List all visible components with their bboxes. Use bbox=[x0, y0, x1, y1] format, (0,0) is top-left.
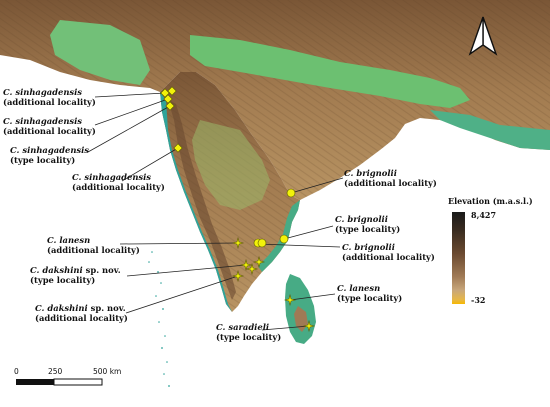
scale-label-500: 500 km bbox=[93, 367, 121, 376]
label-species: C. dakshini bbox=[35, 303, 88, 313]
label-brig-add-1: C. brignolii (additional locality) bbox=[344, 168, 437, 188]
marker-sinh-add-1-diamond-icon bbox=[160, 88, 170, 98]
label-species: C. brignolii bbox=[342, 242, 395, 252]
locality-markers bbox=[160, 86, 316, 333]
locality-labels: C. sinhagadensis (additional locality)C. … bbox=[3, 87, 437, 342]
label-species: C. lanesn bbox=[337, 283, 380, 293]
label-sinh-type: C. sinhagadensis (type locality) bbox=[10, 145, 89, 165]
leader-lines bbox=[87, 92, 344, 331]
label-note: (type locality) bbox=[335, 224, 400, 234]
marker-extra-0-diamond-icon bbox=[167, 86, 177, 96]
marker-extra-3-circle-icon bbox=[257, 238, 267, 248]
scale-bar: 0 250 500 km bbox=[14, 367, 121, 386]
label-species: C. dakshini bbox=[30, 265, 83, 275]
label-brig-add-2: C. brignolii (additional locality) bbox=[342, 242, 435, 262]
legend-min-value: -32 bbox=[471, 295, 485, 305]
legend-title: Elevation (m.a.s.l.) bbox=[448, 196, 533, 206]
marker-dak-type-star-icon bbox=[239, 258, 253, 272]
marker-brig-type-circle-icon bbox=[279, 234, 289, 244]
northeast-plain bbox=[430, 110, 550, 150]
label-note: (additional locality) bbox=[47, 245, 140, 255]
deccan-green bbox=[192, 120, 270, 210]
label-species: C. sinhagadensis bbox=[3, 116, 82, 126]
scale-label-0: 0 bbox=[14, 367, 19, 376]
label-note: (additional locality) bbox=[3, 97, 96, 107]
scale-segment-1 bbox=[16, 379, 54, 385]
label-species: C. sinhagadensis bbox=[10, 145, 89, 155]
label-note: (additional locality) bbox=[72, 182, 165, 192]
east-coast-lowland bbox=[258, 200, 300, 272]
label-note: (additional locality) bbox=[3, 126, 96, 136]
marker-sinh-add-3-diamond-icon bbox=[173, 143, 183, 153]
marker-sara-type-star-icon bbox=[302, 319, 316, 333]
elevation-legend: Elevation (m.a.s.l.) 8,427 -32 bbox=[446, 193, 550, 316]
marker-brig-add-1-circle-icon bbox=[286, 188, 296, 198]
label-note: (type locality) bbox=[10, 155, 75, 165]
indus-plain bbox=[50, 20, 150, 85]
label-dak-add: C. dakshini sp. nov. (additional locality… bbox=[35, 303, 128, 323]
label-brig-type: C. brignolii (type locality) bbox=[335, 214, 400, 234]
label-species: C. brignolii bbox=[335, 214, 388, 224]
marker-extra-2-star-icon bbox=[245, 262, 259, 276]
label-species: C. saradieli bbox=[216, 322, 269, 332]
label-lanesn-type: C. lanesn (type locality) bbox=[337, 283, 402, 303]
sri-lanka-highland bbox=[294, 306, 308, 332]
label-species: C. lanesn bbox=[47, 235, 90, 245]
label-note: (additional locality) bbox=[342, 252, 435, 262]
label-sara-type: C. saradieli (type locality) bbox=[216, 322, 281, 342]
label-lanesn-add: C. lanesn (additional locality) bbox=[47, 235, 140, 255]
lakshadweep-islands bbox=[148, 251, 170, 387]
label-sinh-add-2: C. sinhagadensis (additional locality) bbox=[3, 116, 96, 136]
north-arrow-icon bbox=[468, 16, 498, 56]
scale-segment-2 bbox=[53, 378, 103, 386]
label-species: C. brignolii bbox=[344, 168, 397, 178]
scale-label-250: 250 bbox=[48, 367, 63, 376]
label-note: (additional locality) bbox=[35, 313, 128, 323]
label-sinh-add-1: C. sinhagadensis (additional locality) bbox=[3, 87, 96, 107]
label-dak-type: C. dakshini sp. nov. (type locality) bbox=[30, 265, 121, 285]
legend-max-value: 8,427 bbox=[471, 210, 496, 220]
marker-sinh-type-diamond-icon bbox=[165, 101, 175, 111]
label-note: (additional locality) bbox=[344, 178, 437, 188]
marker-dak-add-star-icon bbox=[231, 269, 245, 283]
marker-extra-1-star-icon bbox=[252, 255, 266, 269]
legend-color-ramp bbox=[452, 212, 465, 304]
marker-lanesn-type-star-icon bbox=[283, 293, 297, 307]
label-species: C. sinhagadensis bbox=[3, 87, 82, 97]
label-species-suffix: sp. nov. bbox=[83, 265, 121, 275]
label-species-suffix: sp. nov. bbox=[88, 303, 126, 313]
label-note: (type locality) bbox=[216, 332, 281, 342]
marker-sinh-add-2-diamond-icon bbox=[163, 94, 173, 104]
label-sinh-add-3: C. sinhagadensis (additional locality) bbox=[72, 172, 165, 192]
label-species: C. sinhagadensis bbox=[72, 172, 151, 182]
western-ghats bbox=[168, 100, 236, 300]
label-note: (type locality) bbox=[337, 293, 402, 303]
gangetic-plain bbox=[190, 35, 470, 108]
label-note: (type locality) bbox=[30, 275, 95, 285]
marker-lanesn-add-star-icon bbox=[231, 236, 245, 250]
